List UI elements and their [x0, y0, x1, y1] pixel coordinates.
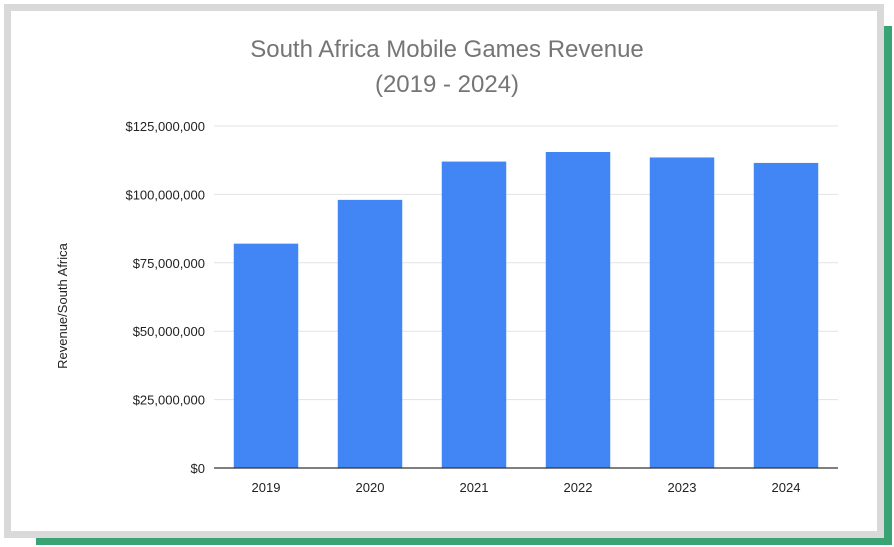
- y-tick-label: $50,000,000: [133, 324, 205, 339]
- y-tick-label: $25,000,000: [133, 393, 205, 408]
- gridlines: [214, 125, 838, 401]
- y-tick-label: $75,000,000: [133, 256, 205, 271]
- y-tick-label: $0: [191, 461, 205, 476]
- bars: [233, 151, 819, 469]
- bar-2022: [545, 151, 611, 468]
- chart-subtitle: (2019 - 2024): [375, 71, 519, 98]
- bar-2021: [441, 161, 507, 468]
- x-tick-label: 2024: [772, 480, 801, 495]
- y-axis-label: Revenue/South Africa: [55, 242, 70, 369]
- x-tick-labels: 2019 2020 2021 2022 2023 2024: [252, 480, 801, 495]
- x-tick-label: 2019: [252, 480, 281, 495]
- y-tick-labels: $0 $25,000,000 $50,000,000 $75,000,000 $100,…: [125, 119, 205, 476]
- bar-2023: [649, 157, 715, 469]
- chart-title: South Africa Mobile Games Revenue: [250, 36, 644, 63]
- bar-2020: [337, 199, 403, 468]
- bar-2019: [233, 243, 299, 468]
- y-tick-label: $100,000,000: [125, 187, 205, 202]
- x-tick-label: 2023: [668, 480, 697, 495]
- x-tick-label: 2021: [460, 480, 489, 495]
- bar-2024: [753, 162, 819, 468]
- x-tick-label: 2022: [564, 480, 593, 495]
- x-tick-label: 2020: [356, 480, 385, 495]
- y-tick-label: $125,000,000: [125, 119, 205, 134]
